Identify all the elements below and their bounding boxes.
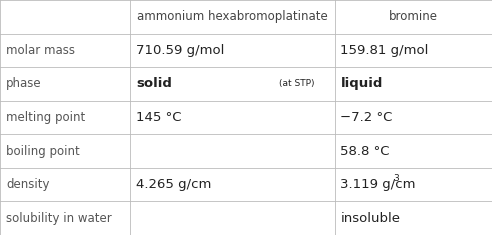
Text: phase: phase bbox=[6, 77, 41, 90]
Text: 58.8 °C: 58.8 °C bbox=[340, 145, 390, 158]
Text: 145 °C: 145 °C bbox=[136, 111, 182, 124]
Text: ammonium hexabromoplatinate: ammonium hexabromoplatinate bbox=[137, 10, 328, 23]
Text: molar mass: molar mass bbox=[6, 44, 75, 57]
Text: melting point: melting point bbox=[6, 111, 85, 124]
Text: (at STP): (at STP) bbox=[279, 79, 314, 88]
Text: 3.119 g/cm: 3.119 g/cm bbox=[340, 178, 416, 191]
Text: density: density bbox=[6, 178, 49, 191]
Text: liquid: liquid bbox=[340, 77, 383, 90]
Text: bromine: bromine bbox=[389, 10, 438, 23]
Text: 4.265 g/cm: 4.265 g/cm bbox=[136, 178, 212, 191]
Text: solubility in water: solubility in water bbox=[6, 212, 112, 225]
Text: 710.59 g/mol: 710.59 g/mol bbox=[136, 44, 225, 57]
Text: 3: 3 bbox=[394, 174, 399, 183]
Text: solid: solid bbox=[136, 77, 172, 90]
Text: 159.81 g/mol: 159.81 g/mol bbox=[340, 44, 429, 57]
Text: boiling point: boiling point bbox=[6, 145, 80, 158]
Text: insoluble: insoluble bbox=[340, 212, 400, 225]
Text: −7.2 °C: −7.2 °C bbox=[340, 111, 393, 124]
